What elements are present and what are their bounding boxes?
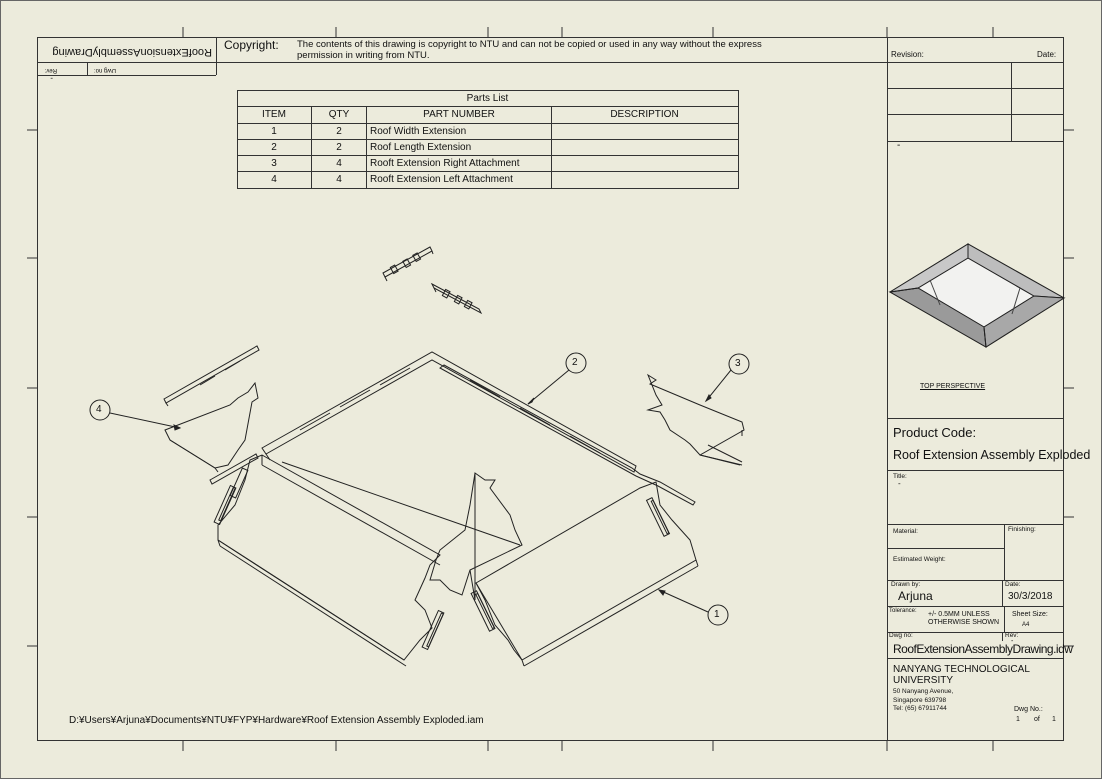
estimated-weight-label: Estimated Weight: <box>893 556 946 563</box>
attachment-strip-top-1 <box>382 246 434 282</box>
title-value: - <box>898 479 901 488</box>
parts-list-title-row: Parts List <box>237 91 738 106</box>
balloon-4: 4 <box>96 404 102 415</box>
rev-value: - <box>1011 638 1014 645</box>
sheet-total: 1 <box>1052 716 1056 723</box>
dwg-no-value: RoofExtensionAssemblyDrawing.idw <box>893 642 1073 656</box>
row-item: 2 <box>271 142 277 153</box>
tolerance-line-1: +/- 0.5MM UNLESS <box>928 611 990 618</box>
sheet-number: 1 <box>1016 716 1020 723</box>
copyright-label: Copyright: <box>224 38 279 52</box>
copyright-line-2: permission in writing from NTU. <box>297 50 430 61</box>
row-qty: 4 <box>336 174 342 185</box>
address-line-3: Tel: (65) 67911744 <box>893 705 947 712</box>
drawn-by-value: Arjuna <box>898 589 933 603</box>
address-line-2: Singapore 639798 <box>893 697 947 704</box>
attachment-strip-top-2 <box>430 282 483 315</box>
table-row: 2 2 Roof Length Extension <box>237 140 738 156</box>
date2-label: Date: <box>1005 581 1021 588</box>
table-row: 3 4 Rooft Extension Right Attachment <box>237 156 738 172</box>
address-line-1: 50 Nanyang Avenue, <box>893 688 954 695</box>
sheet-size-label: Sheet Size: <box>1012 611 1048 618</box>
row-item: 4 <box>271 174 277 185</box>
title-label: Title: <box>893 473 907 480</box>
dwg-no-label: Dwg no: <box>889 632 913 639</box>
sheet-size-value: A4 <box>1022 622 1030 628</box>
row-qty: 4 <box>336 158 342 169</box>
row-part: Rooft Extension Left Attachment <box>370 174 513 185</box>
material-label: Material: <box>893 528 918 535</box>
row-item: 1 <box>271 126 277 137</box>
header-item: ITEM <box>262 109 286 120</box>
roof-width-extension-right <box>470 481 699 667</box>
finishing-label: Finishing: <box>1008 526 1036 533</box>
product-code-label: Product Code: <box>893 425 977 440</box>
balloon-3: 3 <box>735 358 741 369</box>
row-item: 3 <box>271 158 277 169</box>
parts-list-title: Parts List <box>466 93 509 104</box>
header-part-number: PART NUMBER <box>423 109 495 120</box>
tolerance-label: Tolerance: <box>889 608 917 614</box>
date-label: Date: <box>1037 50 1057 59</box>
row-qty: 2 <box>336 142 342 153</box>
sheet-of: of <box>1034 716 1040 723</box>
org-line-2: UNIVERSITY <box>893 675 954 686</box>
row-part: Roof Length Extension <box>370 142 472 153</box>
left-attachment-part <box>164 381 259 473</box>
file-path: D:¥Users¥Arjuna¥Documents¥NTU¥FYP¥Hardwa… <box>69 715 484 726</box>
balloon-2: 2 <box>572 357 578 368</box>
sheet-label: Dwg No.: <box>1014 706 1043 713</box>
row-part: Rooft Extension Right Attachment <box>370 158 520 169</box>
drawn-by-label: Drawn by: <box>891 581 921 588</box>
row-qty: 2 <box>336 126 342 137</box>
product-code-value: Roof Extension Assembly Exploded <box>893 448 1091 462</box>
table-row: 1 2 Roof Width Extension <box>237 124 738 140</box>
header-description: DESCRIPTION <box>610 109 679 120</box>
top-perspective-thumbnail <box>888 243 1066 348</box>
center-attachment-part <box>429 472 523 601</box>
perspective-caption: TOP PERSPECTIVE <box>920 383 986 390</box>
tolerance-line-2: OTHERWISE SHOWN <box>928 619 1000 626</box>
parts-list-header-row: ITEM QTY PART NUMBER DESCRIPTION <box>237 107 738 123</box>
copyright-line-1: The contents of this drawing is copyrigh… <box>297 39 762 50</box>
date2-value: 30/3/2018 <box>1008 591 1053 602</box>
attachment-strip-lower-left <box>209 453 259 485</box>
table-row: 4 4 Rooft Extension Left Attachment <box>237 172 738 188</box>
rev-label: Rev: <box>1005 632 1019 639</box>
balloon-1: 1 <box>714 609 720 620</box>
attachment-strip-left <box>163 345 260 407</box>
org-line-1: NANYANG TECHNOLOGICAL <box>893 664 1030 675</box>
roof-length-extension-rail <box>261 351 696 506</box>
revision-label: Revision: <box>891 50 924 59</box>
row-part: Roof Width Extension <box>370 126 467 137</box>
revision-value: - <box>897 140 901 151</box>
header-qty: QTY <box>328 109 350 120</box>
right-attachment-part <box>646 373 745 466</box>
